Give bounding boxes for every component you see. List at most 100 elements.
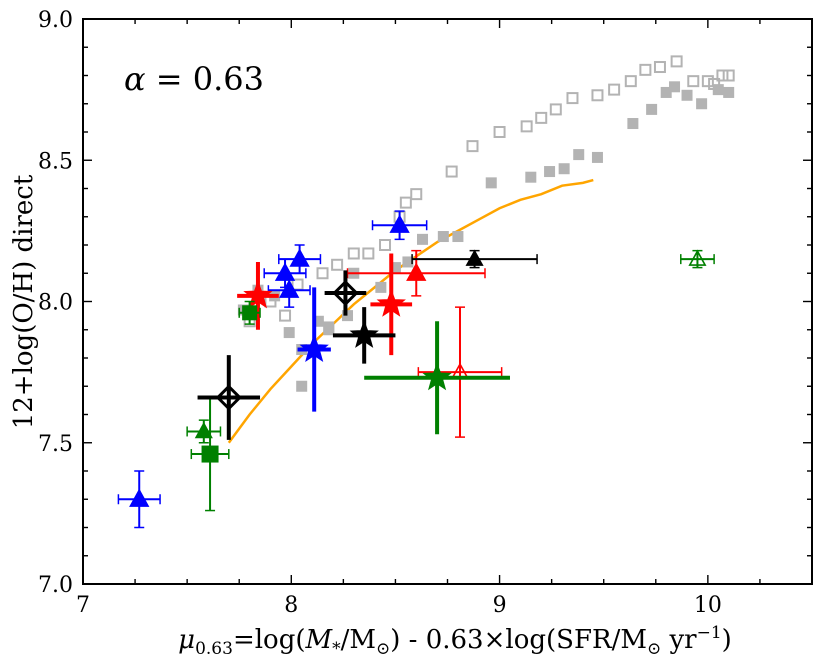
x-tick-label: 7 (76, 593, 90, 618)
gray-open-square (316, 267, 329, 280)
triangle-marker (389, 214, 410, 233)
data-point-triangle (346, 249, 486, 297)
data-point-triangle (186, 419, 222, 444)
xlabel-mid: ) - 0.63×log(SFR/M (390, 625, 647, 655)
alpha-value: = 0.63 (146, 60, 264, 98)
x-tick-label: 10 (694, 593, 722, 618)
gray-open-square (399, 196, 412, 209)
x-axis-label: μ0.63=log(M*/M⊙) - 0.63×log(SFR/M⊙ yr−1) (178, 623, 732, 659)
star-marker (349, 319, 379, 348)
xlabel-sun2: ⊙ (647, 639, 661, 659)
gray-filled-square (525, 171, 537, 183)
alpha-annotation: α = 0.63 (124, 60, 264, 98)
xlabel-mu-sub: 0.63 (195, 639, 233, 659)
xlabel-yr: yr (661, 625, 697, 655)
data-point-diamond (197, 355, 261, 440)
gray-filled-square (544, 166, 556, 178)
star-marker (376, 288, 406, 317)
x-tick-label: 8 (284, 593, 298, 618)
xlabel-slash: /M (341, 625, 376, 655)
gray-open-square (639, 63, 652, 76)
square-marker (201, 445, 219, 463)
y-tick-label: 8.5 (38, 149, 73, 174)
xlabel-exp: −1 (697, 623, 722, 643)
triangle-marker (289, 248, 310, 267)
star-marker (422, 362, 452, 391)
comparison-sample-layer (237, 55, 735, 392)
gray-open-square (466, 140, 479, 153)
data-point-star (364, 321, 510, 435)
gray-open-square (653, 61, 666, 74)
xlabel-close: ) (722, 625, 732, 655)
data-point-triangle (680, 249, 715, 269)
x-tick-label: 9 (493, 593, 507, 618)
gray-filled-square (452, 231, 464, 243)
data-point-triangle (117, 470, 161, 529)
data-point-square (238, 300, 261, 325)
triangle-marker (279, 279, 300, 298)
alpha-symbol: α (124, 60, 146, 98)
gray-open-square (701, 75, 714, 88)
gray-filled-square (660, 86, 672, 98)
gray-open-square (566, 92, 579, 105)
gray-open-square (670, 55, 683, 68)
gray-open-square (379, 239, 392, 251)
gray-filled-square (485, 177, 497, 189)
gray-filled-square (402, 256, 414, 268)
gray-filled-square (283, 327, 295, 339)
gray-open-square (708, 77, 721, 90)
data-point-triangle (411, 249, 538, 269)
gray-filled-square (296, 380, 308, 392)
xlabel-sun: ⊙ (376, 639, 390, 659)
gray-open-square (535, 111, 548, 124)
gray-open-square (362, 247, 375, 260)
gray-filled-square (681, 89, 693, 101)
gray-filled-square (389, 262, 401, 274)
gray-filled-square (669, 81, 681, 93)
data-point-square (190, 396, 230, 512)
y-axis-label: 12+log(O/H) direct (9, 174, 39, 429)
data-point-triangle (278, 244, 322, 274)
gray-filled-square (558, 163, 570, 175)
data-point-star (332, 307, 396, 364)
gray-filled-square (323, 321, 335, 333)
gray-filled-square (437, 231, 449, 243)
data-point-triangle (267, 272, 311, 308)
y-tick-label: 7.5 (38, 432, 73, 457)
gray-open-square (331, 258, 344, 271)
data-point-star (370, 253, 413, 356)
gray-filled-square (723, 86, 735, 98)
gray-open-square (410, 188, 423, 201)
gray-open-square (716, 69, 729, 82)
triangle-marker (688, 249, 707, 266)
diamond-marker (332, 279, 359, 307)
gray-filled-square (573, 149, 585, 161)
gray-open-square (445, 165, 458, 178)
triangle-marker (129, 488, 150, 507)
gray-filled-square (627, 118, 639, 130)
gray-open-square (722, 69, 735, 82)
gray-open-square (347, 247, 360, 260)
gray-open-square (493, 126, 506, 138)
data-point-triangle (417, 306, 503, 438)
gray-open-square (279, 309, 292, 322)
star-marker (243, 280, 273, 309)
gray-open-square (291, 278, 304, 291)
tick-labels-layer: 7 8 9 10 7.0 7.5 8.0 8.5 9.0 (38, 8, 722, 618)
gray-open-square (608, 83, 621, 96)
data-point-star (297, 287, 331, 412)
xlabel-m-sub: * (332, 639, 341, 659)
data-point-diamond (324, 270, 367, 316)
gray-filled-square (312, 315, 324, 327)
xlabel-mu: μ (178, 625, 195, 655)
star-marker (299, 334, 329, 363)
data-points-layer (117, 210, 715, 529)
gray-open-square (624, 75, 637, 88)
xlabel-eq: =log( (233, 625, 306, 655)
data-point-triangle (371, 210, 428, 241)
gray-filled-square (342, 310, 354, 322)
gray-open-square (591, 89, 604, 102)
triangle-marker (406, 262, 427, 281)
gray-filled-square (646, 103, 658, 115)
